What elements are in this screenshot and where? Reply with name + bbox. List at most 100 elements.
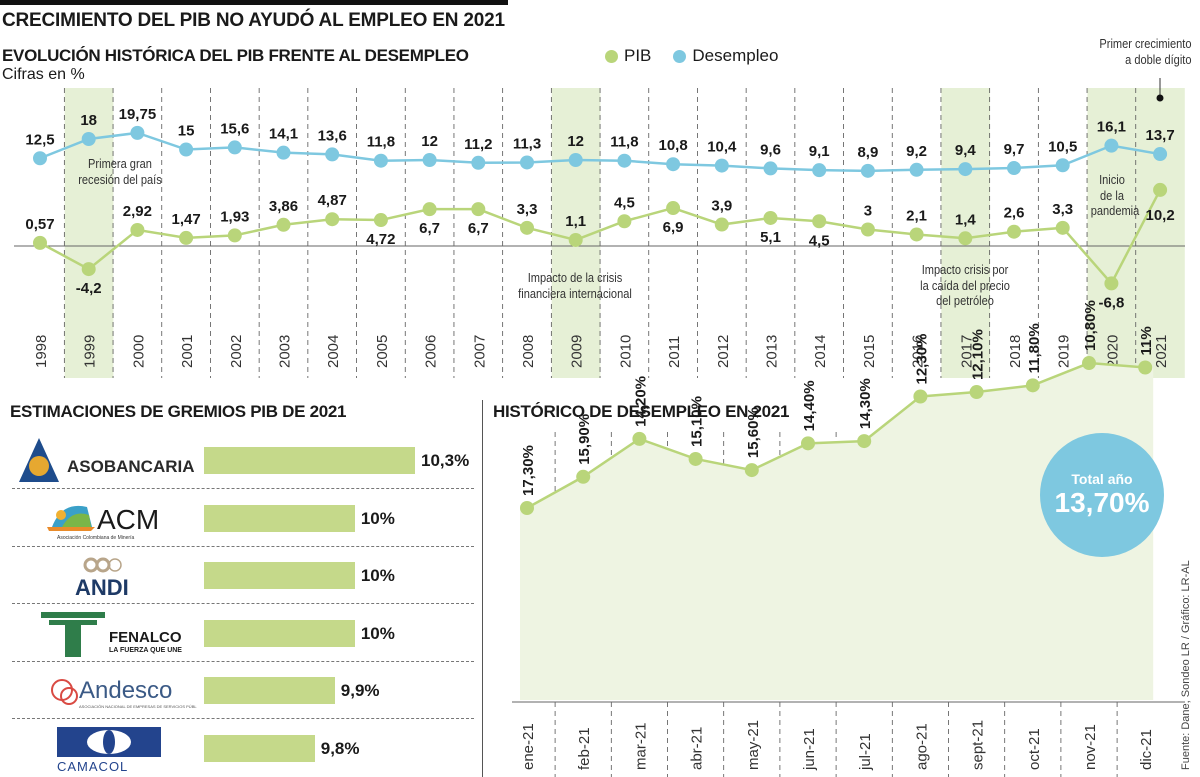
legend: PIB Desempleo bbox=[605, 46, 778, 66]
gremio-value-label: 10,3% bbox=[421, 451, 470, 470]
data-point bbox=[744, 463, 759, 478]
units-label: Cifras en % bbox=[2, 66, 85, 83]
x-tick-label: 2009 bbox=[569, 335, 586, 368]
legend-item-pib: PIB bbox=[605, 46, 651, 66]
data-label: 12,30% bbox=[913, 334, 930, 385]
x-tick-label: 2001 bbox=[179, 335, 196, 368]
svg-text:ACM: ACM bbox=[97, 504, 159, 535]
gremio-value-label: 10% bbox=[360, 566, 395, 585]
top-rule bbox=[0, 0, 508, 5]
desempleo-2021-title: HISTÓRICO DE DESEMPLEO EN 2021 bbox=[493, 402, 790, 421]
svg-text:Andesco: Andesco bbox=[79, 677, 172, 704]
annotation-line: del petróleo bbox=[936, 293, 994, 309]
x-tick-label: 2011 bbox=[666, 336, 683, 368]
gremio-bar bbox=[204, 677, 335, 704]
x-tick-label: 2014 bbox=[812, 335, 829, 368]
data-label: 13,7 bbox=[1145, 127, 1174, 144]
data-label: 6,9 bbox=[663, 219, 684, 236]
legend-item-desempleo: Desempleo bbox=[673, 46, 778, 66]
data-label: 11% bbox=[1138, 326, 1155, 355]
gremio-value-label: 9,9% bbox=[340, 681, 380, 700]
x-tick-label: 2019 bbox=[1056, 335, 1073, 368]
total-anio-label: Total año bbox=[1071, 471, 1133, 487]
x-tick-label: ene-21 bbox=[520, 723, 537, 770]
annotation-line: Primera gran bbox=[88, 156, 152, 171]
gremio-bar bbox=[204, 447, 415, 474]
annotation-1999: Primera gran recesión del país bbox=[61, 156, 180, 187]
x-tick-label: 2021 bbox=[1153, 335, 1170, 368]
svg-text:ASOBANCARIA: ASOBANCARIA bbox=[67, 457, 195, 476]
gremio-value-label: 9,8% bbox=[320, 738, 360, 758]
gremio-logo: ANDI bbox=[12, 547, 202, 604]
data-label: 4,5 bbox=[809, 232, 830, 249]
data-label: 8,9 bbox=[857, 144, 878, 161]
data-point-pib bbox=[325, 212, 340, 227]
x-tick-label: 2005 bbox=[374, 335, 391, 368]
data-point-pib bbox=[81, 262, 96, 277]
gremio-row-andesco: Andesco ASOCIACIÓN NACIONAL DE EMPRESAS D… bbox=[12, 662, 474, 719]
data-point-pib bbox=[179, 230, 194, 245]
data-label: -6,8 bbox=[1098, 294, 1124, 311]
main-title: CRECIMIENTO DEL PIB NO AYUDÓ AL EMPLEO E… bbox=[2, 10, 505, 31]
x-tick-label: 2010 bbox=[617, 335, 634, 368]
annotation-line: Impacto de la crisis bbox=[527, 270, 623, 285]
data-label: 5,1 bbox=[760, 229, 781, 246]
data-point-desempleo bbox=[276, 145, 291, 160]
data-label: 10,4 bbox=[707, 139, 737, 156]
data-label: 17,30% bbox=[520, 445, 537, 496]
data-point-pib bbox=[714, 217, 729, 232]
data-point-pib bbox=[471, 202, 486, 217]
gremio-value-label: 10% bbox=[360, 623, 395, 643]
highlight-band-2021 bbox=[1136, 88, 1185, 378]
x-tick-label: 2003 bbox=[277, 335, 294, 368]
highlight-band-2020 bbox=[1087, 88, 1137, 378]
annotation-line: Impacto crisis por bbox=[921, 262, 1009, 277]
data-point bbox=[1082, 356, 1096, 371]
gremio-logo: ACM Asociación Colombiana de Minería bbox=[12, 490, 202, 547]
data-point-pib bbox=[422, 202, 437, 217]
data-point-desempleo bbox=[860, 163, 875, 178]
annotation-2021: Primer crecimiento a doble dígito bbox=[1073, 36, 1191, 67]
data-label: 10,80% bbox=[1082, 300, 1099, 351]
data-label: 14,30% bbox=[857, 378, 874, 429]
data-label: 2,6 bbox=[1004, 205, 1025, 222]
data-label: 3,86 bbox=[269, 198, 298, 215]
data-point bbox=[857, 434, 872, 449]
gremio-logo: ASOBANCARIA bbox=[12, 432, 202, 489]
svg-text:ASOCIACIÓN NACIONAL DE EMPRESA: ASOCIACIÓN NACIONAL DE EMPRESAS DE SERVI… bbox=[79, 704, 197, 709]
data-point bbox=[576, 469, 591, 484]
data-label: 1,47 bbox=[171, 211, 200, 228]
data-label: 11,8 bbox=[367, 134, 395, 151]
data-point-pib bbox=[909, 227, 924, 242]
data-point-pib bbox=[520, 220, 534, 235]
data-label: 12 bbox=[421, 133, 438, 150]
data-point-desempleo bbox=[422, 153, 437, 167]
data-label: 4,5 bbox=[614, 194, 635, 211]
data-label: 10,2 bbox=[1145, 207, 1174, 224]
data-point-desempleo bbox=[130, 125, 145, 140]
x-tick-label: 2020 bbox=[1104, 335, 1121, 368]
data-label: 3,3 bbox=[1052, 201, 1073, 218]
data-label: 19,75 bbox=[119, 106, 157, 123]
data-label: 13,6 bbox=[318, 127, 347, 144]
source-note: Fuente: Dane, Sondeo LR / Gráfico: LR-AL bbox=[1180, 560, 1192, 770]
gremio-row-asobancaria: ASOBANCARIA 10,3% bbox=[12, 432, 474, 489]
data-point bbox=[913, 389, 928, 404]
asobancaria-logo: ASOBANCARIA bbox=[19, 437, 195, 482]
camacol-logo: CAMACOL bbox=[57, 727, 161, 773]
data-point-desempleo bbox=[520, 155, 534, 170]
data-point bbox=[801, 436, 815, 451]
data-label: 2,1 bbox=[906, 207, 927, 224]
data-label: 1,93 bbox=[220, 208, 249, 225]
total-anio-badge: Total año 13,70% bbox=[1040, 433, 1164, 557]
x-tick-label: sept-21 bbox=[970, 720, 987, 770]
data-point-pib bbox=[812, 214, 827, 229]
gremio-logo: CAMACOL bbox=[12, 720, 202, 777]
x-tick-label: mar-21 bbox=[632, 722, 649, 770]
pib-dot-icon bbox=[605, 49, 618, 63]
data-label: 10,5 bbox=[1048, 138, 1077, 155]
annotation-line: la caída del precio bbox=[920, 277, 1010, 293]
legend-label: PIB bbox=[624, 46, 652, 65]
data-point bbox=[688, 451, 703, 466]
